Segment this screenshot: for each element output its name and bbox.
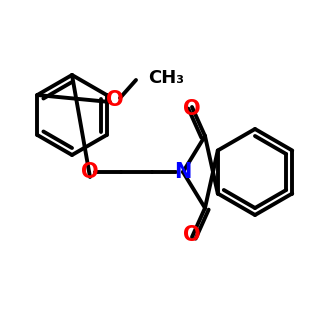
Text: O: O [106, 90, 124, 110]
Text: CH₃: CH₃ [148, 69, 184, 87]
Text: O: O [183, 99, 201, 119]
Text: O: O [183, 225, 201, 245]
Text: N: N [174, 162, 192, 182]
Text: O: O [81, 162, 99, 182]
